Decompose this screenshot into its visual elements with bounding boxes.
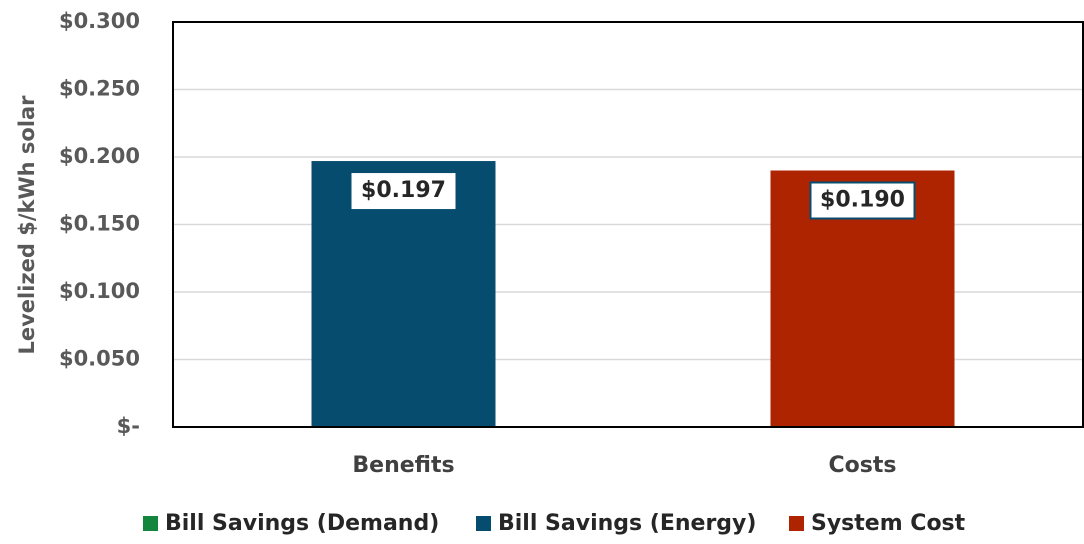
y-tick-label: $0.050 <box>59 347 140 371</box>
y-tick-label: $0.100 <box>59 279 140 303</box>
legend-marker <box>476 516 491 531</box>
legend-marker <box>789 516 804 531</box>
data-label-box <box>809 181 916 220</box>
x-tick-label: Benefits <box>352 453 454 478</box>
data-label: $0.190 <box>820 188 905 213</box>
y-tick-label: $- <box>117 414 140 438</box>
data-label-box <box>351 173 456 210</box>
y-axis-title: Levelized $/kWh solar <box>15 95 39 355</box>
y-tick-label: $0.150 <box>59 212 140 236</box>
y-tick-label: $0.250 <box>59 77 140 101</box>
x-tick-label: Costs <box>829 453 897 478</box>
data-label: $0.197 <box>361 178 446 203</box>
legend-label: System Cost <box>811 511 966 536</box>
y-tick-label: $0.200 <box>59 144 140 168</box>
legend-label: Bill Savings (Energy) <box>498 511 756 536</box>
legend-label: Bill Savings (Demand) <box>165 511 439 536</box>
legend-marker <box>143 516 158 531</box>
plot-frame <box>172 21 1084 428</box>
y-tick-label: $0.300 <box>59 9 140 33</box>
